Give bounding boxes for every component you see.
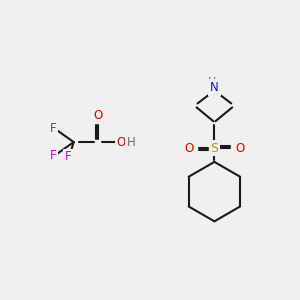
Text: O: O: [117, 136, 126, 148]
Text: F: F: [50, 122, 56, 135]
Text: F: F: [50, 149, 56, 162]
Text: O: O: [236, 142, 245, 154]
Text: S: S: [210, 142, 218, 154]
Text: F: F: [64, 150, 71, 164]
Text: N: N: [210, 81, 219, 94]
Text: O: O: [94, 109, 103, 122]
Text: O: O: [184, 142, 193, 154]
Text: H: H: [208, 76, 217, 87]
Text: H: H: [127, 136, 136, 148]
